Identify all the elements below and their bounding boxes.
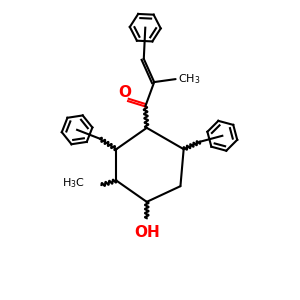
Text: OH: OH [134, 225, 160, 240]
Text: H$_3$C: H$_3$C [62, 177, 85, 190]
Text: O: O [118, 85, 131, 100]
Text: CH$_3$: CH$_3$ [178, 72, 200, 86]
